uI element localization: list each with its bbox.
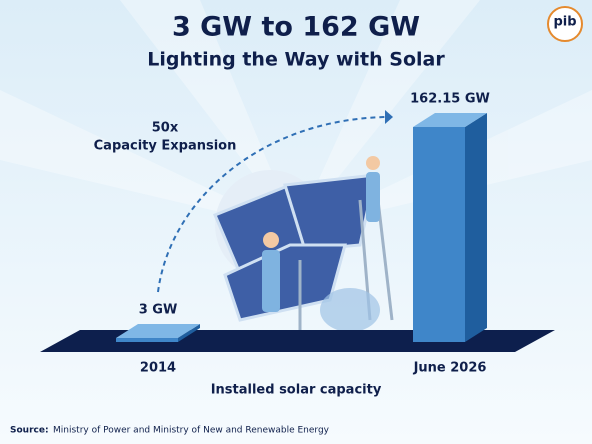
source: Ministry of Power and Ministry of New an… bbox=[53, 426, 330, 436]
bar-top bbox=[413, 113, 487, 127]
bar bbox=[116, 338, 178, 342]
chart-subtitle: Lighting the Way with Solar bbox=[147, 49, 445, 71]
illustration bbox=[213, 156, 394, 332]
annotation: Capacity Expansion bbox=[94, 139, 237, 154]
x-tick-label: June 2026 bbox=[413, 361, 487, 376]
x-tick-label: 2014 bbox=[140, 361, 176, 376]
chart-title: 3 GW to 162 GW bbox=[172, 12, 420, 43]
arrow-head bbox=[385, 110, 393, 124]
bar bbox=[413, 127, 465, 342]
growth-arrow bbox=[157, 116, 386, 293]
bar-top bbox=[116, 324, 200, 339]
logo: pib bbox=[547, 6, 583, 42]
source-label: Source: bbox=[10, 426, 49, 436]
value-label: 162.15 GW bbox=[410, 92, 490, 107]
value-label: 3 GW bbox=[139, 303, 178, 318]
logo-text: pib bbox=[553, 15, 576, 30]
x-axis-label: Installed solar capacity bbox=[211, 383, 382, 398]
bar-side bbox=[178, 324, 200, 342]
bar-side bbox=[465, 113, 487, 342]
annotation: 50x bbox=[152, 121, 179, 136]
